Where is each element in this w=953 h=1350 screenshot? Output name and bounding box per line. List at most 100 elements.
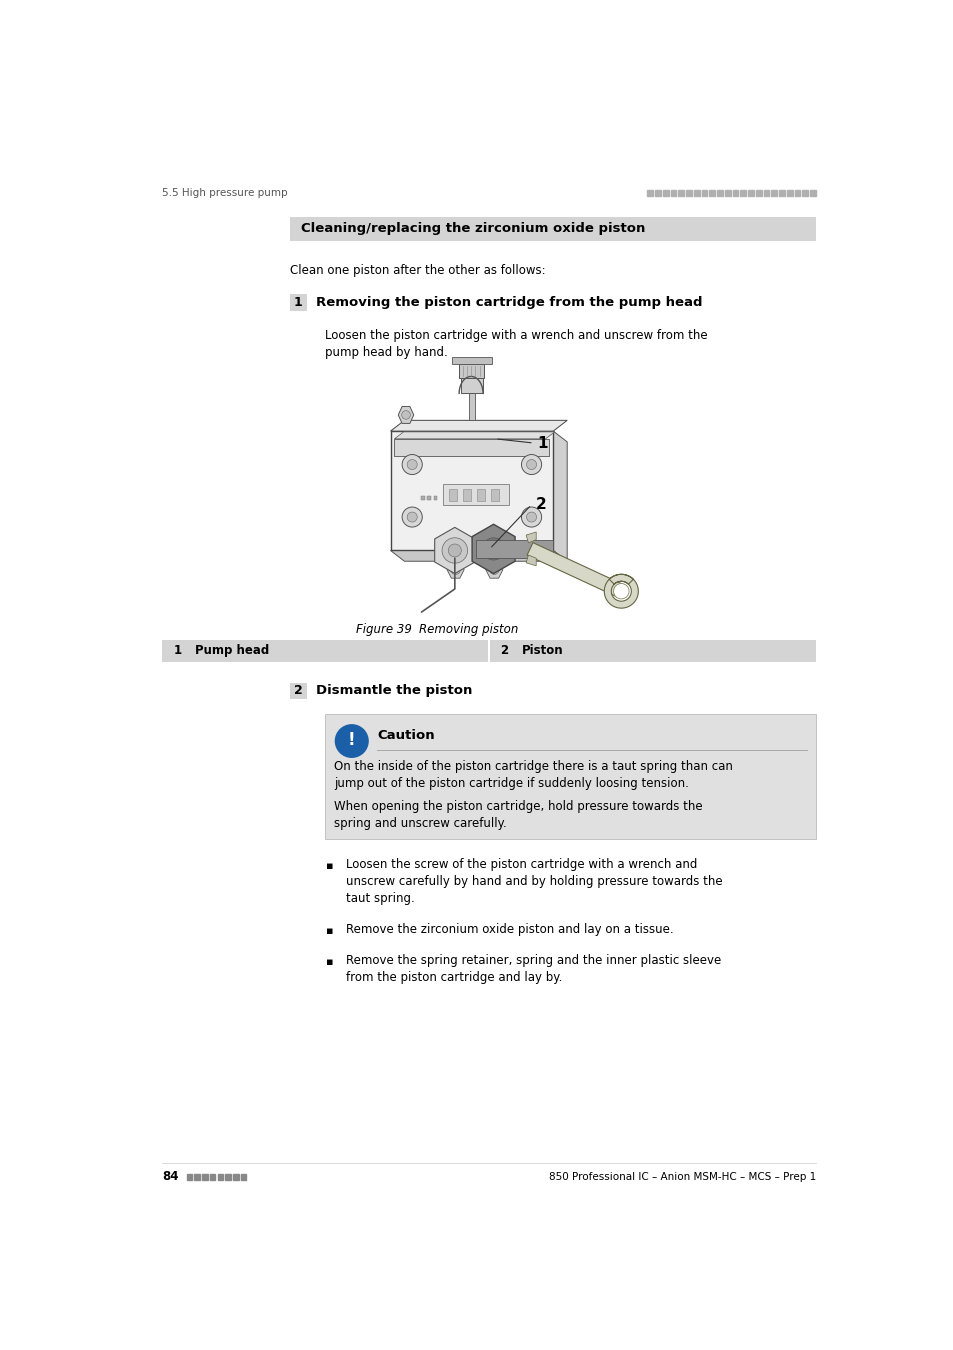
Bar	[491, 489, 498, 501]
Circle shape	[407, 512, 416, 522]
Bar	[290, 683, 307, 699]
Text: Figure 39: Figure 39	[355, 624, 411, 636]
Bar	[459, 364, 484, 378]
Text: Remove the spring retainer, spring and the inner plastic sleeve
from the piston : Remove the spring retainer, spring and t…	[346, 953, 720, 984]
Bar	[217, 1173, 223, 1180]
Circle shape	[526, 459, 536, 470]
Circle shape	[448, 544, 461, 558]
Polygon shape	[390, 551, 567, 562]
Text: 84: 84	[162, 1170, 178, 1184]
Bar	[233, 1173, 238, 1180]
Bar	[390, 431, 553, 551]
Polygon shape	[435, 528, 475, 574]
Polygon shape	[525, 555, 536, 566]
Bar	[202, 1173, 208, 1180]
Bar	[225, 1173, 231, 1180]
Polygon shape	[394, 432, 555, 439]
Bar	[194, 1173, 199, 1180]
Bar	[433, 495, 436, 500]
Bar	[801, 190, 807, 196]
Bar	[709, 190, 715, 196]
Bar	[452, 358, 492, 364]
Bar	[724, 190, 730, 196]
Polygon shape	[397, 406, 414, 424]
Text: Removing piston: Removing piston	[403, 624, 517, 636]
Text: Caution: Caution	[377, 729, 435, 742]
Bar	[449, 489, 456, 501]
Bar	[442, 483, 508, 505]
Bar	[162, 640, 488, 662]
Polygon shape	[526, 543, 623, 598]
Bar	[420, 495, 424, 500]
Bar	[771, 190, 777, 196]
Bar	[476, 540, 553, 558]
Circle shape	[613, 583, 628, 599]
Text: Pump head: Pump head	[195, 644, 269, 657]
Polygon shape	[603, 574, 638, 608]
Bar	[747, 190, 753, 196]
Bar	[678, 190, 683, 196]
Bar	[786, 190, 792, 196]
Text: ▪: ▪	[326, 926, 334, 936]
Text: Dismantle the piston: Dismantle the piston	[315, 684, 472, 698]
Bar	[809, 190, 815, 196]
Bar	[290, 294, 307, 310]
Bar	[468, 393, 475, 420]
Bar	[740, 190, 745, 196]
Bar	[460, 378, 482, 393]
Polygon shape	[485, 562, 502, 578]
Circle shape	[489, 564, 498, 575]
Text: 2: 2	[535, 497, 546, 512]
Text: !: !	[348, 730, 355, 749]
Bar	[241, 1173, 246, 1180]
Text: ▪: ▪	[326, 957, 334, 967]
Bar	[762, 190, 769, 196]
Circle shape	[521, 455, 541, 475]
Bar	[779, 190, 784, 196]
Text: On the inside of the piston cartridge there is a taut spring than can
jump out o: On the inside of the piston cartridge th…	[334, 760, 732, 790]
Circle shape	[407, 459, 416, 470]
Circle shape	[335, 724, 369, 757]
Bar	[693, 190, 699, 196]
Bar	[717, 190, 722, 196]
Bar	[462, 489, 470, 501]
Text: 1: 1	[537, 436, 548, 451]
Text: 850 Professional IC – Anion MSM-HC – MCS – Prep 1: 850 Professional IC – Anion MSM-HC – MCS…	[548, 1172, 815, 1181]
Circle shape	[401, 410, 410, 420]
Bar	[655, 190, 660, 196]
Bar	[489, 640, 815, 662]
Text: Removing the piston cartridge from the pump head: Removing the piston cartridge from the p…	[315, 296, 701, 309]
Text: 5.5 High pressure pump: 5.5 High pressure pump	[162, 188, 287, 198]
Polygon shape	[390, 420, 567, 431]
Circle shape	[402, 455, 422, 475]
Circle shape	[482, 537, 504, 560]
Bar	[187, 1173, 192, 1180]
Text: 2: 2	[500, 644, 508, 657]
Polygon shape	[525, 532, 536, 543]
Bar	[427, 495, 431, 500]
Bar	[662, 190, 668, 196]
Text: Clean one piston after the other as follows:: Clean one piston after the other as foll…	[290, 263, 545, 277]
Text: 1: 1	[173, 644, 181, 657]
Circle shape	[521, 508, 541, 526]
Bar	[755, 190, 760, 196]
Bar	[394, 439, 549, 456]
Polygon shape	[553, 431, 567, 562]
Text: When opening the piston cartridge, hold pressure towards the
spring and unscrew : When opening the piston cartridge, hold …	[334, 801, 701, 830]
Text: Remove the zirconium oxide piston and lay on a tissue.: Remove the zirconium oxide piston and la…	[346, 923, 673, 936]
Bar	[794, 190, 800, 196]
Circle shape	[441, 537, 467, 563]
Text: 2: 2	[294, 684, 302, 698]
Bar	[700, 190, 707, 196]
Text: Cleaning/replacing the zirconium oxide piston: Cleaning/replacing the zirconium oxide p…	[301, 223, 645, 235]
Circle shape	[451, 564, 460, 575]
Bar	[647, 190, 653, 196]
Bar	[210, 1173, 215, 1180]
Bar	[685, 190, 691, 196]
Polygon shape	[472, 524, 515, 574]
Polygon shape	[447, 562, 464, 578]
Circle shape	[526, 512, 536, 522]
Bar	[290, 217, 815, 240]
Bar	[732, 190, 738, 196]
Bar	[670, 190, 676, 196]
